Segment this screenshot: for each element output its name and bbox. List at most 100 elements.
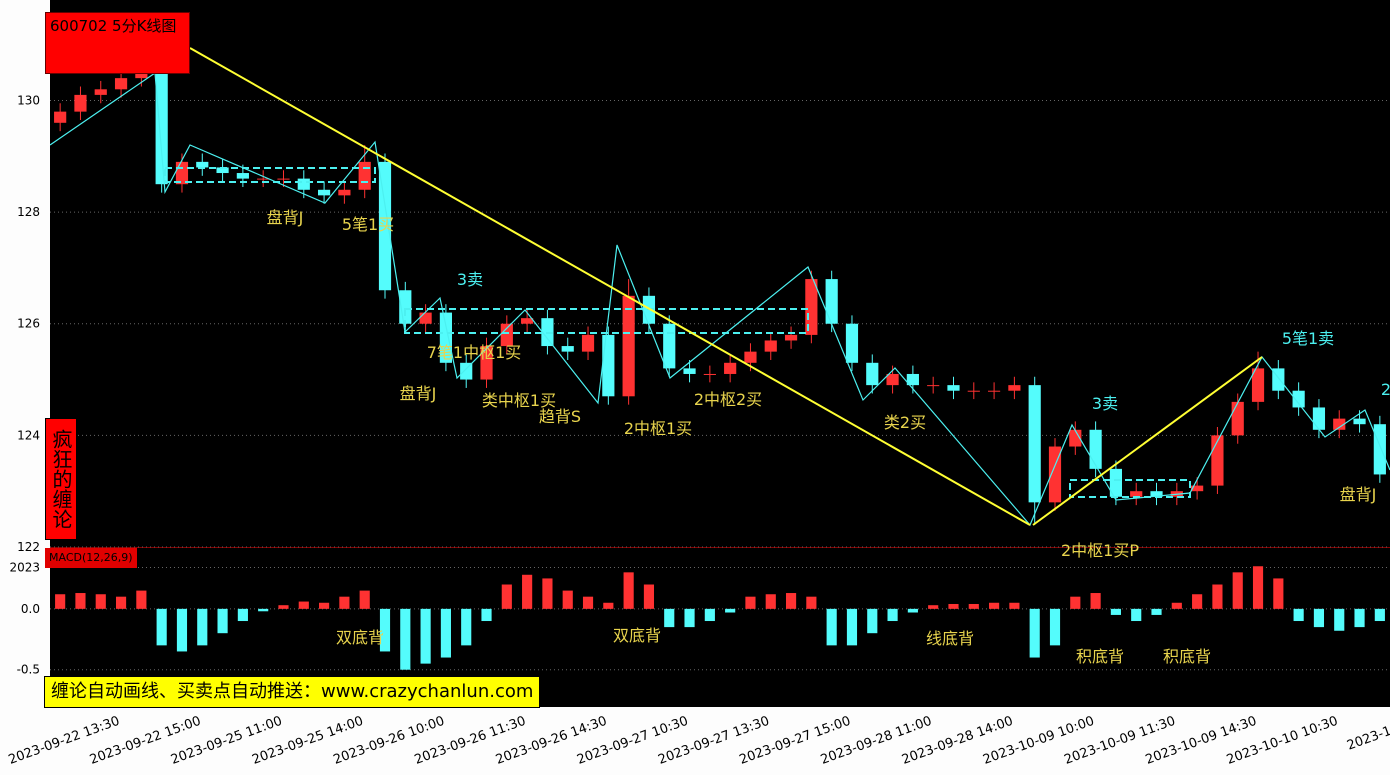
macd-bar — [806, 596, 817, 609]
candle-body — [236, 173, 249, 179]
candle-body — [561, 346, 574, 352]
candle-body — [175, 161, 189, 185]
y-tick-label: -0.5 — [17, 663, 40, 677]
macd-bar — [745, 596, 756, 609]
candle-body — [602, 334, 615, 397]
candle-body — [460, 362, 473, 380]
x-tick-label: 2023-10-10 — [1345, 714, 1390, 754]
macd-bar — [907, 608, 918, 613]
candle-body — [703, 373, 716, 375]
macd-bar — [278, 605, 289, 609]
macd-bar — [1273, 578, 1284, 609]
macd-bar — [1334, 608, 1345, 631]
macd-bar — [298, 601, 309, 609]
macd-bar — [704, 608, 715, 622]
annotation: 2中枢1买P — [1061, 541, 1139, 560]
macd-bar — [95, 594, 106, 609]
candle-body — [1048, 446, 1062, 503]
macd-bar — [643, 584, 655, 609]
candle-body — [805, 279, 818, 335]
candle-body — [886, 373, 899, 386]
macd-bar — [217, 608, 228, 634]
macd-bar — [461, 608, 472, 646]
candle-body — [155, 66, 168, 185]
macd-bar — [1171, 602, 1182, 609]
candle-body — [764, 340, 777, 352]
annotation: 趋背S — [539, 407, 581, 426]
stroke-line — [50, 71, 1390, 527]
macd-bar — [867, 608, 878, 634]
candle-body — [74, 94, 87, 112]
macd-bar — [582, 596, 594, 609]
macd-bar — [765, 594, 776, 609]
macd-bar — [319, 602, 330, 609]
macd-bar — [420, 608, 431, 664]
macd-bar — [522, 574, 533, 609]
pivot-box — [164, 167, 376, 183]
macd-bar — [440, 608, 451, 658]
macd-bar — [1131, 608, 1142, 622]
candle-body — [683, 368, 696, 374]
candle-body — [744, 351, 757, 363]
macd-bar — [968, 603, 979, 609]
macd-bar — [258, 608, 269, 612]
annotation: 2中枢2买 — [694, 390, 762, 409]
y-tick-label: 2023 — [9, 560, 40, 574]
annotation: 2中枢1买 — [624, 419, 692, 438]
candle-body — [1109, 468, 1122, 497]
candle-body — [845, 323, 859, 363]
y-tick-label: 130 — [17, 93, 40, 107]
candle-body — [257, 178, 270, 180]
candle-body — [500, 323, 513, 347]
candle-body — [338, 189, 351, 196]
macd-bars — [55, 566, 1385, 670]
candle-body — [1028, 385, 1041, 503]
candle-body — [825, 279, 838, 324]
annotation: 类中枢1买 — [482, 391, 556, 410]
macd-bar — [1192, 594, 1203, 609]
annotation: 2 — [1381, 380, 1390, 399]
macd-bar — [603, 602, 614, 609]
segment-line — [1032, 356, 1263, 526]
candle-body — [724, 362, 737, 374]
candle-body — [378, 161, 392, 291]
macd-bar — [1313, 608, 1325, 628]
annotation: 盘背J — [1340, 485, 1377, 504]
chart-title: 600702 5分K线图 — [45, 12, 190, 74]
plot-background — [50, 0, 1390, 707]
annotation: 线底背 — [926, 629, 974, 648]
candle-body — [1069, 429, 1082, 447]
candle-body — [318, 189, 331, 196]
macd-bar — [989, 602, 1000, 609]
annotation: 3卖 — [457, 270, 483, 289]
macd-bar — [948, 603, 959, 609]
pivot-box — [1069, 479, 1191, 498]
annotation: 5笔1卖 — [1282, 329, 1334, 348]
candle-body — [581, 334, 595, 352]
candle-body — [1373, 424, 1386, 475]
macd-bar — [1090, 593, 1101, 609]
candle-body — [114, 78, 128, 90]
macd-bar — [725, 608, 736, 613]
macd-bar — [156, 608, 167, 646]
macd-bar — [1029, 608, 1040, 658]
candle-body — [521, 318, 534, 324]
side-label: 疯狂的缠论 — [45, 418, 77, 540]
candle-body — [297, 178, 310, 190]
macd-bar — [623, 572, 634, 609]
candles — [54, 58, 1386, 525]
macd-bar — [1252, 566, 1264, 609]
macd-bar — [1049, 608, 1061, 646]
candle-body — [358, 161, 371, 190]
candle-body — [216, 167, 229, 174]
macd-bar — [501, 584, 512, 609]
macd-bar — [400, 608, 411, 670]
grid — [50, 99, 1390, 671]
candle-body — [1089, 429, 1102, 469]
macd-bar — [55, 594, 66, 609]
macd-bar — [1070, 596, 1081, 609]
macd-bar — [928, 605, 939, 609]
candle-body — [1231, 401, 1244, 436]
macd-bar — [1110, 608, 1121, 615]
